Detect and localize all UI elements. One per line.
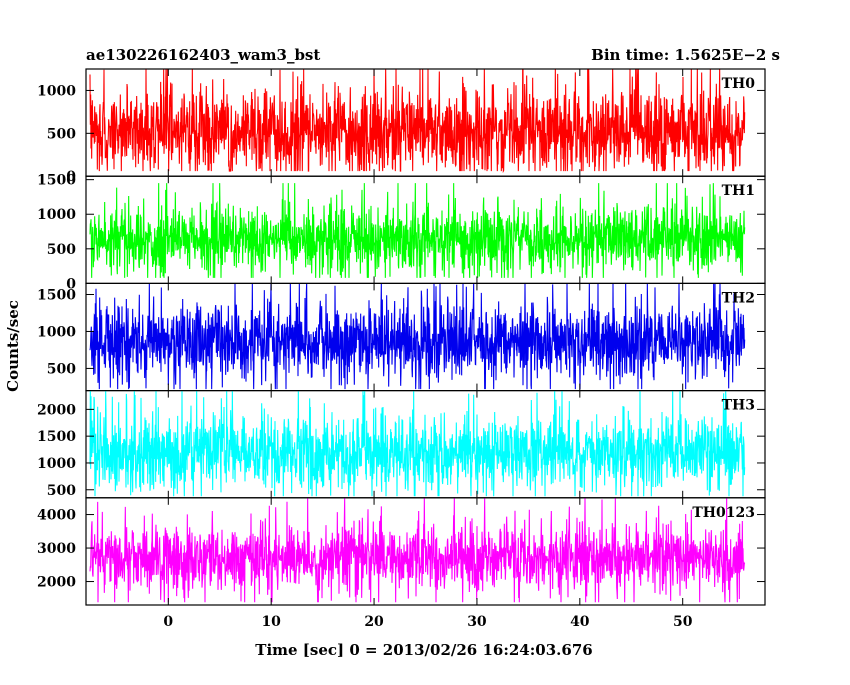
y-tick-label: 1000 — [37, 324, 76, 340]
panel-label-th3: TH3 — [722, 398, 755, 414]
y-tick-label: 3000 — [37, 541, 76, 557]
panel-th2: 500 1000 1500 TH2 — [37, 282, 766, 392]
panel-th3: 500 1000 1500 2000 TH3 — [37, 390, 766, 499]
y-tick-label: 500 — [47, 126, 76, 142]
panel-th0123: 2000 3000 4000 TH0123 0 10 20 30 40 50 — [37, 497, 766, 630]
panel-label-th0123: TH0123 — [692, 505, 755, 521]
y-tick-label: 1500 — [37, 287, 76, 303]
panel-th1: 0 500 1000 1500 TH1 — [37, 173, 766, 292]
y-tick-label: 1000 — [37, 83, 76, 99]
x-axis-title: Time [sec] 0 = 2013/02/26 16:24:03.676 — [255, 641, 592, 659]
y-tick-label: 1500 — [37, 173, 76, 189]
series-trace-th0 — [89, 69, 746, 174]
y-tick-label: 500 — [47, 242, 76, 258]
y-tick-label: 4000 — [37, 508, 76, 524]
panel-label-th0: TH0 — [722, 76, 756, 92]
y-tick-label: 1000 — [37, 456, 76, 472]
panel-frame — [85, 497, 766, 606]
y-tick-label: 2000 — [37, 575, 76, 591]
chart-title: ae130226162403_wam3_bst — [86, 46, 320, 64]
x-tick-label: 10 — [261, 614, 281, 630]
y-tick-label: 500 — [47, 361, 76, 377]
x-tick-label: 0 — [163, 614, 173, 630]
y-tick-label: 2000 — [37, 402, 76, 418]
series-trace-th2 — [89, 283, 746, 390]
panel-label-th1: TH1 — [722, 183, 755, 199]
y-tick-label: 0 — [66, 276, 76, 292]
x-tick-label: 30 — [467, 614, 487, 630]
x-tick-label: 50 — [673, 614, 693, 630]
y-tick-label: 1500 — [37, 429, 76, 445]
bin-time-label: Bin time: 1.5625E−2 s — [591, 46, 780, 64]
series-trace-th3 — [89, 390, 746, 497]
panel-label-th2: TH2 — [722, 290, 755, 306]
y-tick-label: 1000 — [37, 207, 76, 223]
series-trace-th1 — [89, 183, 746, 278]
panel-th0: 0 500 1000 TH0 — [37, 68, 766, 185]
x-tick-label: 40 — [570, 614, 590, 630]
x-tick-label: 20 — [364, 614, 384, 630]
series-trace-th0123 — [89, 497, 746, 603]
y-tick-label: 500 — [47, 483, 76, 499]
y-axis-title: Counts/sec — [4, 300, 22, 392]
y-tick-label: 0 — [66, 169, 76, 185]
